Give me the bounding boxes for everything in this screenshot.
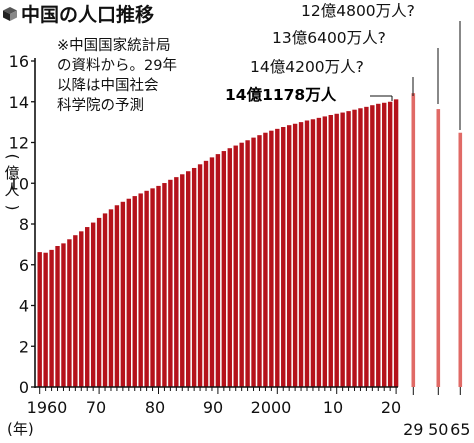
data-bar [328, 114, 333, 388]
projection-tick-label: 65 [450, 420, 470, 439]
source-note: ※中国国家統計局 の資料から。29年 以降は中国社会 科学院の予測 [57, 36, 177, 116]
data-bar [191, 167, 197, 387]
data-bar [227, 148, 232, 387]
y-tick-label: 6 [19, 256, 29, 275]
x-tick-label: 90 [203, 398, 223, 417]
x-tick-label: 20 [381, 398, 401, 417]
data-bar [67, 239, 72, 387]
projection-tick-label: 29 [403, 420, 423, 439]
y-axis-unit: (億人) [3, 148, 22, 216]
data-bar [358, 108, 363, 388]
y-tick-label: 12 [9, 134, 29, 153]
data-bar [55, 246, 60, 387]
data-bar [221, 151, 227, 387]
data-bar [73, 235, 78, 387]
y-tick-label: 8 [19, 215, 29, 234]
y-tick-label: 2 [19, 337, 29, 356]
data-bar [197, 164, 203, 387]
annotation-label: 14億1178万人 [225, 85, 337, 104]
data-bar [90, 222, 96, 387]
annotation-label: 14億4200万人? [250, 58, 364, 76]
data-bar [132, 196, 137, 387]
data-bar [286, 125, 292, 388]
data-bar [393, 99, 399, 387]
annotation-label: 13億6400万人? [272, 29, 386, 47]
cube-icon [3, 6, 17, 21]
x-tick-label: 1960 [27, 398, 68, 417]
data-bar [174, 177, 179, 387]
data-bar [209, 157, 215, 387]
data-bar [114, 205, 120, 387]
data-bar [85, 227, 90, 387]
y-axis-unit-text: (億人) [3, 153, 22, 211]
data-bar [340, 112, 345, 387]
projection-bar [411, 93, 416, 387]
data-bar [245, 140, 250, 387]
data-bar [186, 171, 191, 387]
y-tick-label: 4 [19, 297, 29, 316]
data-bar [292, 123, 298, 387]
data-bar [203, 160, 209, 387]
data-bar [43, 252, 48, 387]
data-bar [49, 249, 54, 387]
data-bar [334, 113, 339, 388]
data-bar [257, 135, 262, 387]
data-bar [150, 188, 155, 387]
chart-title-text: 中国の人口推移 [21, 4, 155, 26]
data-bar [316, 117, 322, 387]
data-bar [281, 127, 286, 387]
data-bar [346, 111, 351, 387]
data-bar [108, 209, 114, 387]
data-bar [364, 106, 369, 387]
annotation-label: 12億4800万人? [301, 2, 415, 20]
x-tick-label: 10 [323, 398, 343, 417]
data-bar [138, 193, 143, 387]
data-bar [168, 179, 173, 387]
data-bar [304, 120, 310, 388]
x-tick-label: 70 [86, 398, 106, 417]
data-bar [180, 174, 185, 387]
x-axis-unit: (年) [7, 420, 34, 438]
data-bar [370, 105, 375, 388]
data-bar [61, 243, 66, 387]
source-note-line: の資料から。29年 [57, 58, 177, 74]
y-tick-label: 16 [9, 52, 29, 71]
data-bar [322, 116, 328, 388]
data-bar [102, 213, 108, 387]
data-bar [269, 130, 274, 387]
y-tick-label: 0 [19, 378, 29, 397]
x-tick-label: 80 [145, 398, 165, 417]
data-bar [310, 119, 316, 388]
y-tick-label: 14 [9, 93, 29, 112]
data-bar [156, 185, 161, 387]
projection-tick-label: 50 [428, 420, 448, 439]
data-bar [251, 137, 256, 387]
data-bar [79, 231, 84, 387]
data-bar [239, 142, 244, 387]
data-bar [382, 102, 387, 388]
data-bar [263, 132, 268, 387]
data-bar [376, 103, 381, 387]
source-note-line: ※中国国家統計局 [57, 38, 171, 54]
projection-bar [458, 132, 463, 387]
data-bar [298, 122, 304, 387]
data-bar [37, 252, 42, 387]
data-bar [96, 217, 102, 387]
data-bar [387, 101, 393, 387]
source-note-line: 以降は中国社会 [57, 78, 159, 94]
data-bar [215, 154, 221, 387]
data-bar [120, 201, 126, 387]
data-bar [233, 145, 238, 387]
projection-bar [436, 109, 441, 388]
y-tick-label: 10 [9, 174, 29, 193]
source-note-line: 科学院の予測 [57, 98, 144, 114]
chart-title: 中国の人口推移 [2, 0, 154, 27]
data-bar [144, 190, 149, 387]
x-tick-label: 2000 [251, 398, 292, 417]
data-bar [275, 128, 280, 387]
data-bar [126, 198, 131, 387]
data-bar [162, 183, 167, 387]
data-bar [352, 109, 357, 387]
